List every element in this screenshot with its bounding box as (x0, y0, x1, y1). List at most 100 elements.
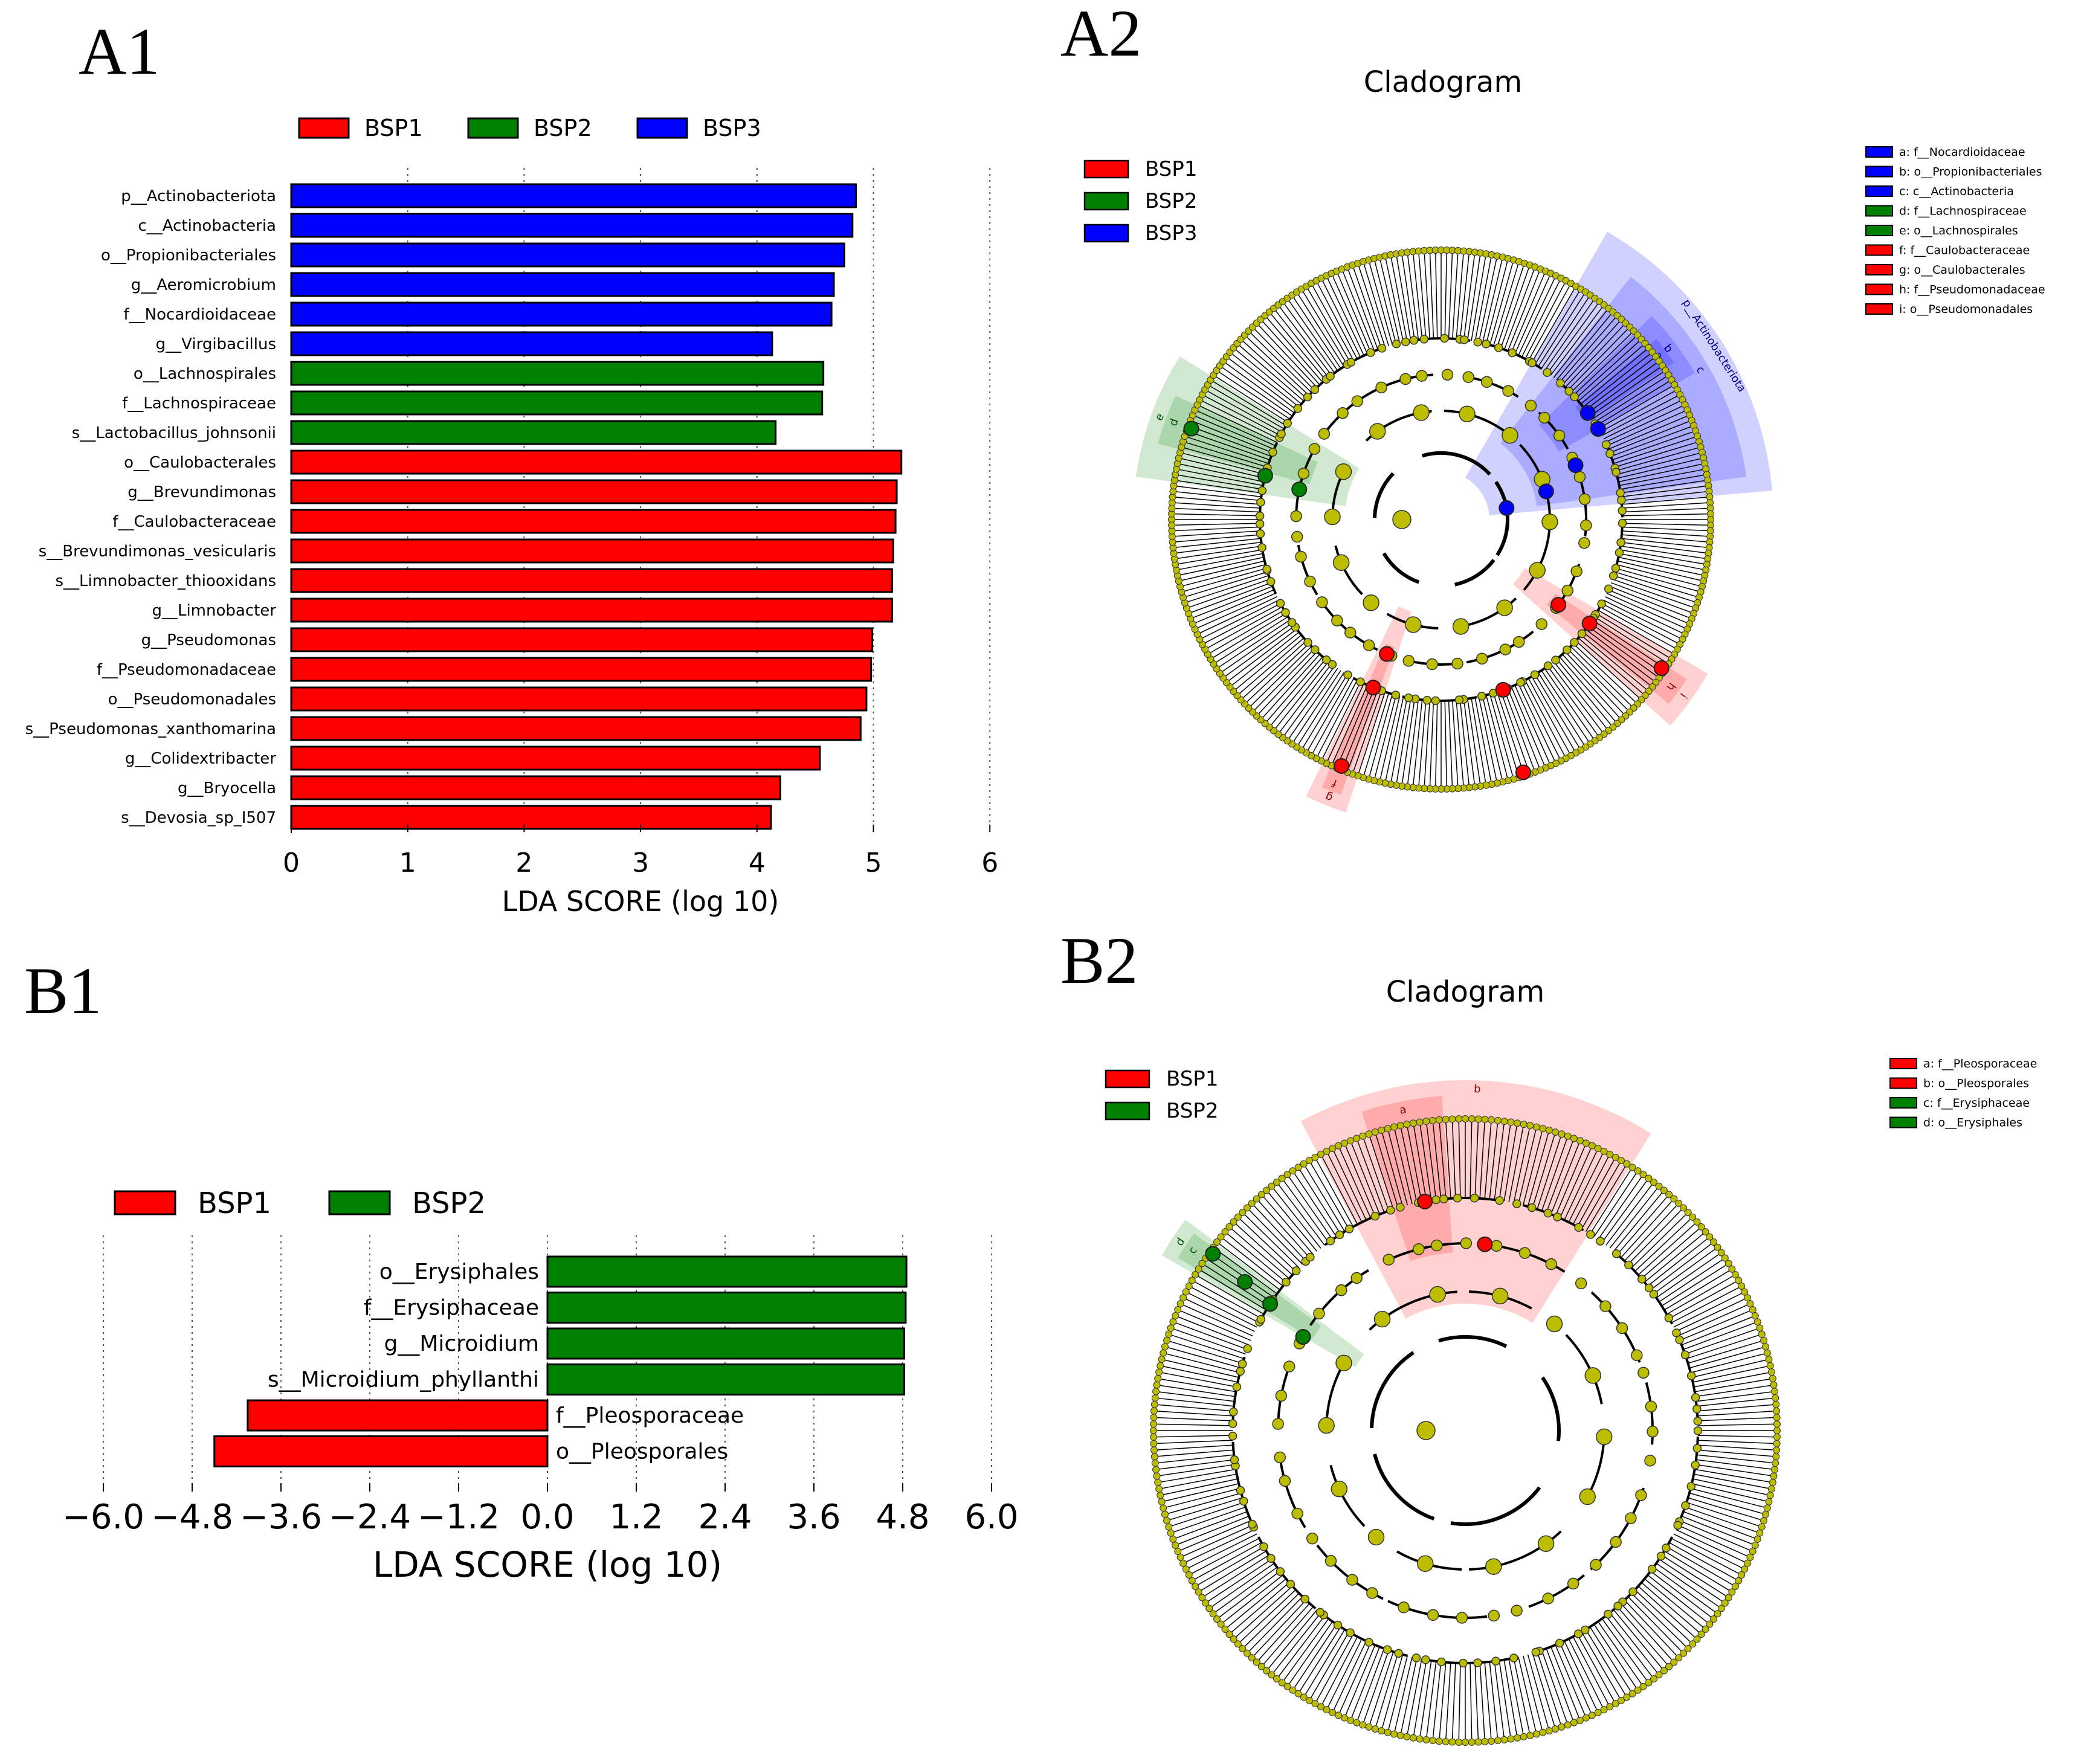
b2-branch (1647, 1238, 1708, 1287)
b2-branch (1426, 1661, 1437, 1737)
panel-label-b1: B1 (24, 954, 102, 1028)
b2-leaf-node (1675, 1199, 1683, 1207)
b2-node (1431, 1195, 1441, 1205)
b2-node (1346, 1628, 1355, 1637)
b2-leaf-node (1468, 1115, 1476, 1123)
a2-branch (1271, 658, 1326, 725)
b2-branch (1621, 1603, 1672, 1660)
b1-x-axis-label: LDA SCORE (log 10) (373, 1544, 722, 1585)
a2-branch (1585, 628, 1653, 681)
a2-branch (1229, 358, 1297, 411)
a2-biomarker-node (1590, 421, 1606, 437)
b2-branch (1157, 1417, 1233, 1421)
b2-leaf-node (1650, 1675, 1657, 1683)
b2-leaf-node (1612, 1153, 1619, 1161)
a2-biomarker-node (1653, 660, 1670, 677)
b2-branch (1263, 1197, 1314, 1255)
a2-branch (1229, 628, 1297, 681)
b2-leaf-node (1645, 1174, 1653, 1182)
a2-branch (1225, 362, 1295, 414)
a2-branch (1585, 358, 1653, 411)
a2-branch (1182, 458, 1265, 479)
a2-branch (1202, 599, 1279, 639)
a2-node (1283, 419, 1292, 428)
a2-branch (1186, 442, 1268, 468)
a1-bar-label: g__Colidextribacter (125, 750, 276, 768)
b2-leaf-node (1416, 1118, 1424, 1126)
a2-branch (1385, 697, 1404, 780)
b1-legend-label: BSP2 (412, 1186, 486, 1220)
b2-node (1394, 1649, 1403, 1658)
a2-branch-arc (1465, 597, 1517, 627)
a2-branch (1609, 585, 1689, 618)
b2-node (1286, 1579, 1295, 1589)
b2-branch-arc (1329, 1464, 1366, 1527)
b2-branch (1663, 1270, 1729, 1311)
b2-node (1333, 1620, 1343, 1630)
b2-leaf-node (1606, 1703, 1614, 1711)
b2-branch (1176, 1322, 1248, 1350)
b2-leaf-node (1172, 1541, 1179, 1549)
b2-node (1386, 1206, 1395, 1215)
b1-bar-label: s__Microidium_phyllanthi (268, 1368, 539, 1392)
b2-node (1686, 1371, 1696, 1380)
b2-leaf-node (1239, 1645, 1247, 1653)
b2-branch (1240, 1589, 1296, 1642)
a2-branch (1459, 255, 1470, 340)
a2-branch (1612, 578, 1692, 608)
b2-leaf-node (1378, 1127, 1386, 1135)
b2-node (1673, 1521, 1682, 1530)
a2-clade-highlight (1546, 593, 1687, 704)
b2-branch (1157, 1411, 1233, 1417)
b2-node (1645, 1400, 1657, 1413)
b2-branch (1192, 1287, 1260, 1324)
b2-leaf-node (1526, 1731, 1534, 1739)
a2-node (1344, 626, 1357, 639)
a2-branch (1200, 596, 1277, 634)
b2-leaf-node (1154, 1374, 1162, 1382)
b2-leaf-node (1660, 1667, 1668, 1675)
b2-leaf-node (1150, 1433, 1158, 1441)
b2-node (1692, 1444, 1702, 1453)
b2-node (1417, 1555, 1434, 1572)
b2-node (1512, 1199, 1521, 1208)
b2-branch (1673, 1533, 1742, 1568)
b2-branch (1401, 1128, 1418, 1203)
a2-branch (1210, 610, 1285, 653)
b2-leaf-node (1545, 1727, 1553, 1734)
b2-leaf-node (1195, 1265, 1202, 1273)
a2-branch (1496, 266, 1524, 347)
b2-leaf-node (1564, 1721, 1572, 1729)
a2-branch (1188, 437, 1269, 465)
b2-leaf-node (1772, 1400, 1780, 1408)
b2-leaf-node (1743, 1294, 1751, 1302)
b2-leaf-node (1738, 1282, 1746, 1290)
b2-leaf-node (1371, 1128, 1379, 1136)
a2-node (1570, 565, 1583, 578)
a2-branch (1485, 695, 1508, 777)
a2-branch-arc (1297, 544, 1318, 596)
b2-leaf-node (1157, 1362, 1164, 1370)
b2-branch (1527, 1133, 1549, 1207)
b2-leaf-node (1588, 1142, 1596, 1150)
a2-node (1256, 529, 1265, 538)
b2-node (1236, 1366, 1245, 1376)
a2-branch (1390, 697, 1408, 781)
b2-branch (1559, 1643, 1592, 1713)
b2-leaf-node (1675, 1654, 1683, 1662)
b2-branch (1219, 1244, 1280, 1290)
b2-node (1274, 1451, 1286, 1464)
a1-bar (290, 597, 893, 623)
b2-leaf-node (1773, 1414, 1781, 1421)
a2-branch (1175, 523, 1260, 526)
a2-branch (1467, 698, 1481, 783)
a1-bar-label: c__Actinobacteria (138, 217, 277, 235)
a1-bar (290, 301, 833, 327)
b2-branch (1637, 1224, 1695, 1275)
a2-branch-arc (1334, 545, 1363, 596)
b2-branch (1157, 1423, 1233, 1426)
a1-bar (290, 775, 781, 800)
b2-title: Cladogram (1386, 975, 1544, 1009)
a2-node (1543, 661, 1553, 671)
a1-bar (290, 449, 903, 475)
